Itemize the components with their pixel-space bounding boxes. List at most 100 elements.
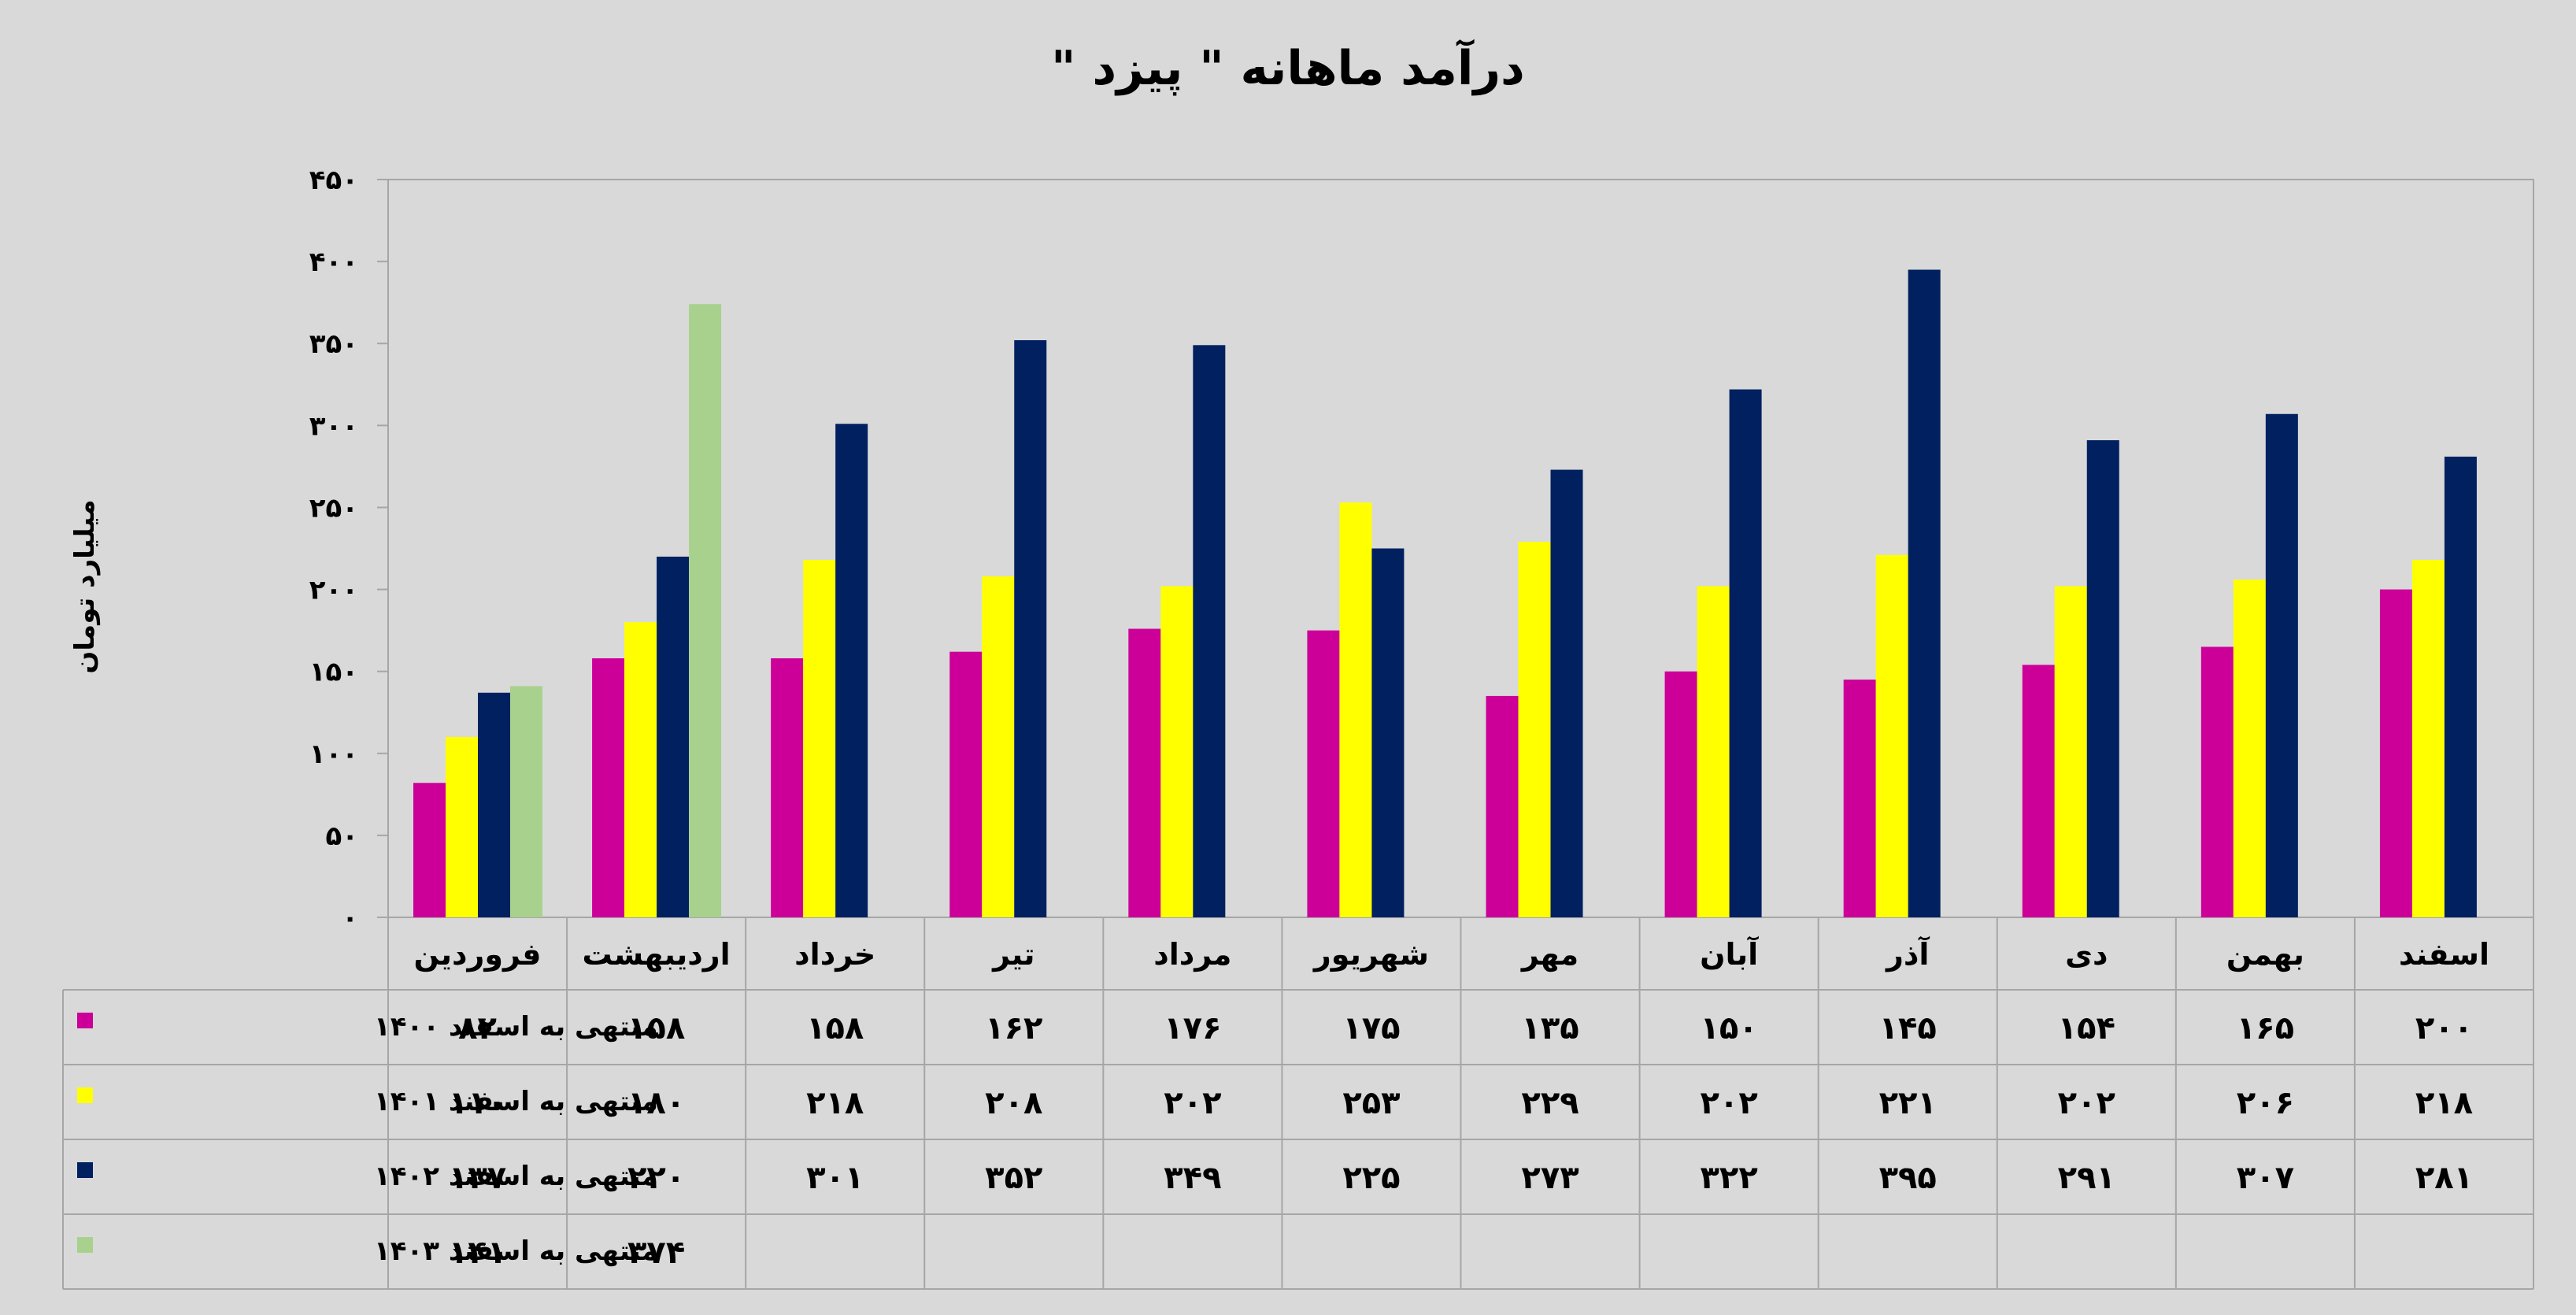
category-label: اسفند	[2399, 937, 2489, 972]
data-label: ۱۱۰	[449, 1085, 506, 1121]
data-label: ۲۱۸	[806, 1085, 864, 1121]
bar-1	[2379, 589, 2412, 917]
category-label: فروردین	[414, 937, 542, 972]
bar-2	[803, 560, 836, 917]
data-label: ۱۵۸	[627, 1010, 685, 1046]
bar-2	[624, 622, 657, 917]
y-tick-label: ۱۵۰	[309, 657, 358, 688]
chart-title: درآمد ماهانه " پیزد "	[1051, 41, 1525, 96]
bar-3	[1550, 469, 1583, 917]
bar-1	[949, 651, 983, 917]
bar-1	[592, 658, 625, 917]
bar-2	[1875, 554, 1908, 917]
legend-key-2	[77, 1087, 93, 1103]
data-label: ۳۰۷	[2237, 1160, 2294, 1196]
data-label: ۱۵۴	[2058, 1010, 2115, 1046]
bar-1	[2200, 646, 2234, 917]
bar-3	[1729, 389, 1762, 918]
y-tick-label: ۳۵۰	[309, 328, 358, 360]
bar-1	[1307, 630, 1340, 917]
y-tick-label: ۴۵۰	[309, 165, 358, 196]
data-label: ۳۰۱	[806, 1160, 864, 1196]
bar-3	[1371, 548, 1405, 917]
bar-2	[2233, 580, 2266, 917]
data-label: ۳۲۲	[1701, 1160, 1758, 1196]
data-label: ۱۶۵	[2237, 1010, 2294, 1046]
category-label: شهریور	[1312, 937, 1429, 972]
y-tick-label: ۴۰۰	[309, 246, 358, 278]
bar-3	[1908, 269, 1941, 917]
bar-2	[1339, 502, 1372, 917]
data-label: ۳۵۲	[985, 1160, 1042, 1196]
data-label: ۳۹۵	[1879, 1160, 1937, 1196]
bar-3	[657, 556, 690, 917]
data-label: ۲۲۹	[1521, 1085, 1579, 1121]
data-label: ۲۰۰	[2415, 1010, 2473, 1046]
bar-2	[2411, 560, 2445, 917]
data-label: ۲۲۱	[1879, 1085, 1937, 1121]
data-label: ۲۰۲	[2058, 1085, 2115, 1121]
bar-3	[835, 424, 868, 917]
bar-3	[478, 692, 510, 917]
y-tick-label: ۱۰۰	[309, 739, 358, 770]
bar-2	[1160, 586, 1194, 917]
category-label: تیر	[991, 937, 1034, 972]
data-label: ۲۹۱	[2058, 1160, 2115, 1196]
bar-2	[446, 736, 478, 917]
legend-key-1	[77, 1013, 93, 1028]
category-label: خرداد	[794, 937, 875, 972]
bar-1	[1486, 695, 1519, 917]
data-label: ۱۷۶	[1164, 1010, 1221, 1046]
bar-1	[1664, 671, 1697, 917]
data-label: ۱۶۲	[985, 1010, 1042, 1046]
y-tick-label: ۲۵۰	[309, 492, 358, 524]
series-label: منتهی به اسفند ۱۴۰۳	[374, 1235, 658, 1267]
data-label: ۸۲	[458, 1010, 497, 1046]
data-label: ۲۰۲	[1164, 1085, 1221, 1121]
y-tick-label: ۰	[342, 902, 358, 934]
bar-1	[1843, 680, 1876, 917]
data-label: ۱۳۷	[449, 1160, 506, 1196]
series-label: منتهی به اسفند ۱۴۰۱	[374, 1086, 658, 1117]
bar-1	[2022, 665, 2055, 917]
data-label: ۱۷۵	[1342, 1010, 1400, 1046]
bar-3	[2086, 440, 2119, 917]
data-label: ۲۵۳	[1342, 1085, 1400, 1121]
category-label: مهر	[1520, 937, 1579, 972]
data-label: ۳۷۴	[627, 1235, 685, 1271]
bar-2	[1518, 542, 1551, 917]
data-label: ۲۸۱	[2415, 1160, 2473, 1196]
category-label: اردیبهشت	[583, 937, 731, 972]
data-label: ۱۵۰	[1701, 1010, 1758, 1046]
data-label: ۲۲۰	[627, 1160, 685, 1196]
bar-3	[2265, 413, 2298, 917]
bar-2	[982, 576, 1015, 917]
bar-2	[2054, 586, 2087, 917]
bar-1	[413, 783, 446, 917]
data-label: ۲۰۲	[1701, 1085, 1758, 1121]
legend-key-3	[77, 1162, 93, 1178]
data-label: ۲۲۵	[1342, 1160, 1400, 1196]
category-label: آبان	[1700, 935, 1759, 972]
data-label: ۱۴۱	[449, 1235, 506, 1271]
bar-1	[771, 658, 804, 917]
bar-3	[2444, 456, 2477, 917]
bar-1	[1128, 628, 1161, 917]
data-label: ۱۵۸	[806, 1010, 864, 1046]
bar-2	[1697, 586, 1730, 917]
series-label: منتهی به اسفند ۱۴۰۲	[374, 1161, 658, 1192]
data-label: ۳۴۹	[1164, 1160, 1221, 1196]
data-label: ۱۸۰	[627, 1085, 685, 1121]
data-label: ۲۰۸	[985, 1085, 1042, 1121]
data-label: ۲۰۶	[2237, 1085, 2294, 1121]
y-tick-label: ۲۰۰	[309, 575, 358, 606]
data-label: ۲۷۳	[1521, 1160, 1579, 1196]
category-label: بهمن	[2226, 937, 2304, 972]
category-label: آذر	[1885, 935, 1930, 972]
y-tick-label: ۵۰	[325, 820, 358, 852]
data-label: ۱۳۵	[1521, 1010, 1579, 1046]
bar-3	[1014, 340, 1047, 918]
bar-4	[689, 304, 722, 917]
